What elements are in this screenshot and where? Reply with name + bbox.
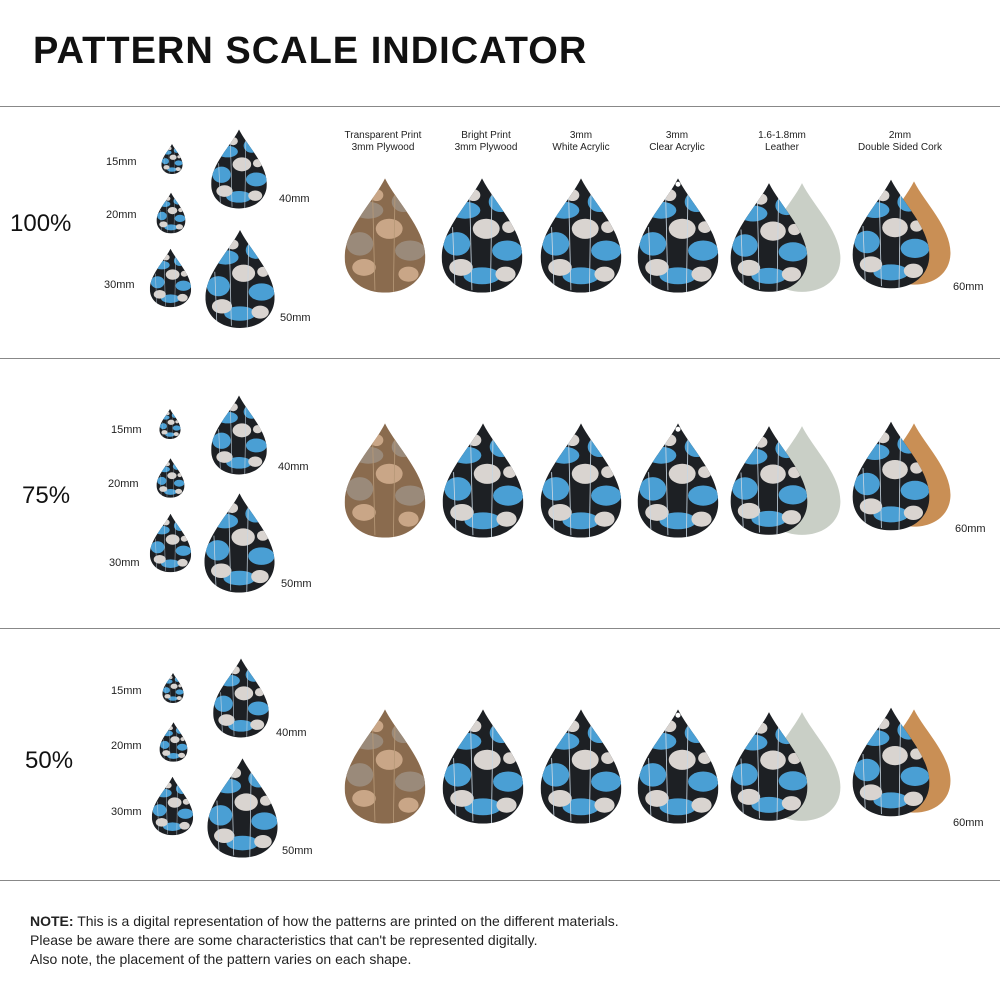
teardrop-40mm xyxy=(210,393,268,477)
note-line-2: Please be aware there are some character… xyxy=(30,932,538,948)
size-label-60: 60mm xyxy=(953,817,984,829)
teardrop-leather xyxy=(729,177,809,298)
size-label-15: 15mm xyxy=(111,424,142,436)
header-white-acrylic: 3mm White Acrylic xyxy=(552,130,610,153)
size-label-50: 50mm xyxy=(280,312,311,324)
teardrop-leather xyxy=(729,706,809,827)
teardrop-cork xyxy=(851,700,931,824)
header-leather: 1.6-1.8mm Leather xyxy=(758,130,806,153)
teardrop-bright-plywood xyxy=(441,418,525,543)
teardrop-clear-acrylic xyxy=(636,704,720,829)
teardrop-leather xyxy=(729,420,809,541)
teardrop-30mm xyxy=(149,247,192,309)
divider xyxy=(0,880,1000,881)
teardrop-30mm xyxy=(149,512,192,574)
teardrop-white-acrylic xyxy=(539,704,623,829)
teardrop-30mm xyxy=(151,775,194,837)
teardrop-clear-acrylic xyxy=(636,173,720,298)
teardrop-bright-plywood xyxy=(440,173,524,298)
teardrop-transparent-plywood xyxy=(343,418,427,543)
divider xyxy=(0,628,1000,629)
page-title: PATTERN SCALE INDICATOR xyxy=(33,30,588,72)
teardrop-50mm xyxy=(206,755,279,861)
teardrop-20mm xyxy=(159,721,188,763)
teardrop-15mm xyxy=(162,672,184,704)
teardrop-white-acrylic xyxy=(539,418,623,543)
teardrop-transparent-plywood xyxy=(343,173,427,298)
size-label-40: 40mm xyxy=(278,461,309,473)
teardrop-50mm xyxy=(204,226,276,332)
teardrop-40mm xyxy=(210,127,268,211)
header-transparent-plywood: Transparent Print 3mm Plywood xyxy=(344,130,422,153)
teardrop-bright-plywood xyxy=(441,704,525,829)
size-label-60: 60mm xyxy=(955,523,986,535)
header-cork: 2mm Double Sided Cork xyxy=(858,130,942,153)
header-clear-acrylic: 3mm Clear Acrylic xyxy=(649,130,705,153)
teardrop-15mm xyxy=(161,143,183,175)
divider xyxy=(0,358,1000,359)
size-label-15: 15mm xyxy=(111,685,142,697)
size-label-20: 20mm xyxy=(108,478,139,490)
size-label-30: 30mm xyxy=(109,557,140,569)
teardrop-transparent-plywood xyxy=(343,704,427,829)
teardrop-15mm xyxy=(159,408,181,440)
note-text: NOTE: This is a digital representation o… xyxy=(30,912,619,969)
teardrop-20mm xyxy=(156,191,186,235)
size-label-60: 60mm xyxy=(953,281,984,293)
note-label: NOTE: xyxy=(30,913,74,929)
size-label-50: 50mm xyxy=(282,845,313,857)
teardrop-clear-acrylic xyxy=(636,418,720,543)
size-label-15: 15mm xyxy=(106,156,137,168)
header-bright-plywood: Bright Print 3mm Plywood xyxy=(454,130,518,153)
size-label-40: 40mm xyxy=(279,193,310,205)
note-line-1: This is a digital representation of how … xyxy=(73,913,619,929)
size-label-20: 20mm xyxy=(106,209,137,221)
divider xyxy=(0,106,1000,107)
scale-label: 100% xyxy=(10,210,72,237)
teardrop-50mm xyxy=(203,490,276,596)
size-label-30: 30mm xyxy=(104,279,135,291)
scale-label: 50% xyxy=(25,747,74,774)
teardrop-cork xyxy=(851,414,931,538)
teardrop-40mm xyxy=(212,656,270,740)
teardrop-cork xyxy=(851,172,931,296)
scale-label: 75% xyxy=(22,482,71,509)
size-label-30: 30mm xyxy=(111,806,142,818)
teardrop-20mm xyxy=(156,457,185,499)
size-label-20: 20mm xyxy=(111,740,142,752)
teardrop-white-acrylic xyxy=(539,173,623,298)
note-line-3: Also note, the placement of the pattern … xyxy=(30,951,412,967)
size-label-40: 40mm xyxy=(276,727,307,739)
size-label-50: 50mm xyxy=(281,578,312,590)
